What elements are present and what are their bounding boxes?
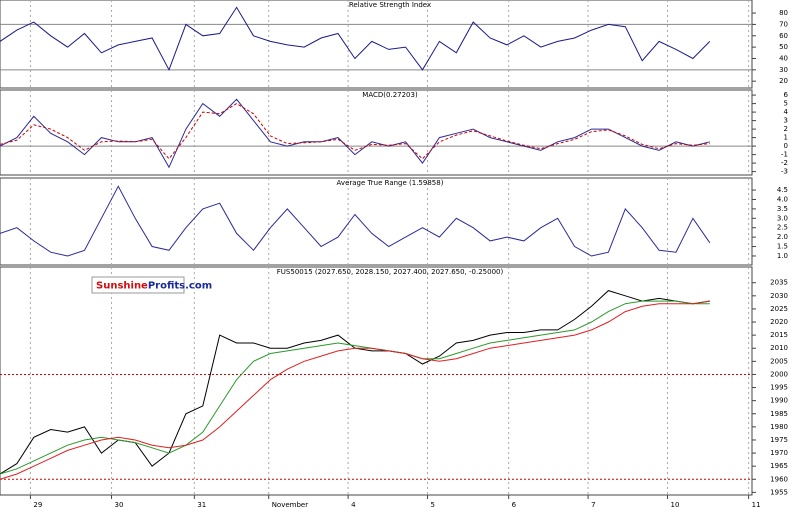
y-tick-label: 2015	[770, 331, 788, 339]
x-tick-label: 11	[752, 501, 761, 509]
series-line	[0, 300, 710, 480]
y-tick-label: 2	[784, 125, 788, 133]
y-tick-label: -3	[781, 168, 788, 176]
y-tick-label: 1980	[770, 423, 788, 431]
y-tick-label: 2010	[770, 344, 788, 352]
y-tick-label: 2005	[770, 357, 788, 365]
y-tick-label: 4	[784, 108, 789, 116]
logo: SunshineProfits.com	[96, 281, 212, 292]
y-tick-label: 2035	[770, 279, 788, 287]
x-tick-label: 5	[431, 501, 435, 509]
y-tick-label: 1990	[770, 397, 788, 405]
panel-title: Average True Range (1.59858)	[337, 179, 444, 187]
panel	[0, 0, 753, 89]
y-tick-label: 3.5	[777, 205, 788, 213]
y-tick-label: 1.5	[777, 243, 788, 251]
y-tick-label: 2025	[770, 305, 788, 313]
y-tick-label: 50	[779, 43, 788, 51]
x-tick-label: 30	[115, 501, 124, 509]
y-tick-label: 5	[784, 100, 788, 108]
panel-title: MACD(0.27203)	[362, 91, 418, 99]
y-tick-label: 1995	[770, 384, 788, 392]
x-tick-label: November	[272, 501, 309, 509]
x-tick-label: 6	[512, 501, 517, 509]
panel-title: FUS50015 (2027.650, 2028.150, 2027.400, …	[277, 268, 504, 276]
panel	[0, 89, 753, 176]
series-line	[0, 300, 710, 475]
logo-second: Profits.com	[148, 281, 212, 292]
y-tick-label: 40	[779, 54, 788, 62]
y-tick-label: 2020	[770, 318, 788, 326]
y-tick-label: 1	[784, 134, 788, 142]
y-tick-label: 1985	[770, 410, 788, 418]
panel	[0, 266, 753, 496]
y-tick-label: 1970	[770, 449, 788, 457]
y-tick-label: 4.5	[777, 186, 788, 194]
y-tick-label: 60	[779, 32, 788, 40]
panel-title: Relative Strength Index	[349, 1, 431, 9]
x-tick-label: 4	[351, 501, 356, 509]
panel	[0, 177, 753, 266]
y-tick-label: 3	[784, 117, 788, 125]
y-tick-label: -2	[781, 159, 788, 167]
series-line	[0, 185, 711, 257]
y-tick-label: 70	[779, 20, 788, 28]
logo-box	[91, 276, 185, 294]
y-tick-label: 20	[779, 77, 788, 85]
y-tick-label: 80	[779, 9, 788, 17]
x-tick-label: 29	[33, 501, 42, 509]
y-tick-label: 30	[779, 66, 788, 74]
y-tick-label: 6	[784, 91, 789, 99]
y-tick-label: 2.0	[777, 233, 788, 241]
y-tick-label: 1960	[770, 475, 788, 483]
y-tick-label: 2000	[770, 370, 788, 378]
series-line	[0, 6, 711, 72]
y-tick-label: 1955	[770, 488, 788, 496]
series-line	[0, 103, 710, 160]
x-tick-label: 10	[671, 501, 680, 509]
logo-first: Sunshine	[96, 281, 148, 292]
y-tick-label: 1965	[770, 462, 788, 470]
series-line	[0, 98, 710, 169]
y-tick-label: 2030	[770, 292, 788, 300]
y-tick-label: -1	[781, 151, 788, 159]
y-tick-label: 3.0	[777, 214, 788, 222]
y-tick-label: 4.0	[777, 195, 788, 203]
y-tick-label: 0	[784, 142, 788, 150]
x-tick-label: 31	[197, 501, 206, 509]
y-tick-label: 2.5	[777, 224, 788, 232]
x-tick-label: 7	[591, 501, 595, 509]
y-tick-label: 1975	[770, 436, 788, 444]
y-tick-label: 1.0	[777, 252, 788, 260]
